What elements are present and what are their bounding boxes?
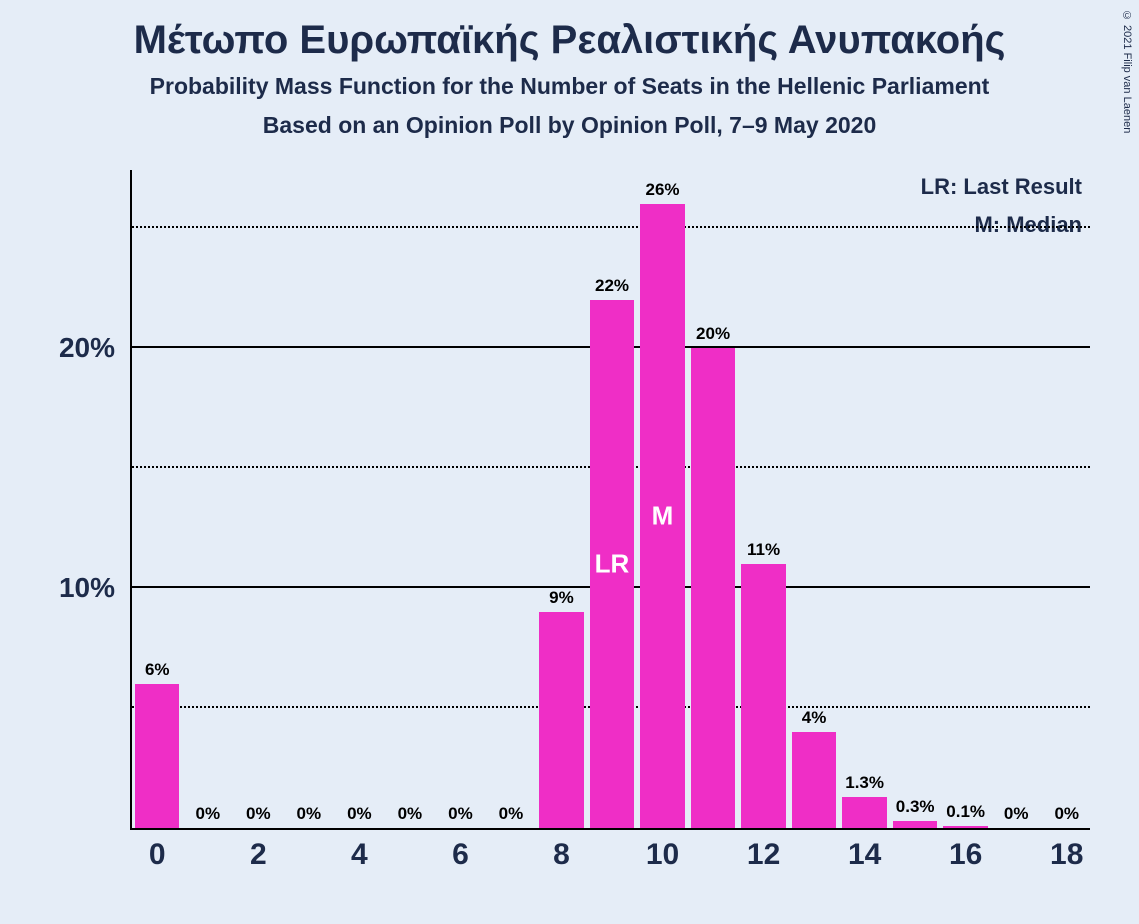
bar-value-label: 0% [246, 804, 271, 824]
chart-bar [792, 732, 836, 828]
bar-value-label: 0% [347, 804, 372, 824]
bar-value-label: 0% [195, 804, 220, 824]
x-axis-label: 18 [1050, 838, 1083, 872]
chart-titles: Μέτωπο Ευρωπαϊκής Ρεαλιστικής Ανυπακοής … [0, 0, 1139, 139]
chart-title: Μέτωπο Ευρωπαϊκής Ρεαλιστικής Ανυπακοής [0, 18, 1139, 63]
chart-bar [741, 564, 785, 828]
copyright-text: © 2021 Filip van Laenen [1121, 10, 1133, 133]
chart-subtitle-2: Based on an Opinion Poll by Opinion Poll… [0, 112, 1139, 139]
bar-value-label: 0% [1004, 804, 1029, 824]
bar-value-label: 9% [549, 588, 574, 608]
chart-bar [691, 348, 735, 828]
x-axis-label: 0 [149, 838, 166, 872]
bar-value-label: 22% [595, 276, 629, 296]
bar-inside-label: M [652, 501, 674, 532]
x-axis-label: 14 [848, 838, 881, 872]
y-axis-label: 20% [59, 332, 115, 364]
bar-value-label: 0% [499, 804, 524, 824]
x-axis-label: 4 [351, 838, 368, 872]
bar-value-label: 4% [802, 708, 827, 728]
x-axis-label: 12 [747, 838, 780, 872]
bar-value-label: 20% [696, 324, 730, 344]
chart-area: LR: Last Result M: Median 10%20%6%0%0%0%… [60, 170, 1110, 890]
x-axis-label: 2 [250, 838, 267, 872]
chart-bar [893, 821, 937, 828]
bar-value-label: 1.3% [845, 773, 884, 793]
bar-value-label: 0.1% [946, 802, 985, 822]
bar-value-label: 26% [646, 180, 680, 200]
x-axis-label: 6 [452, 838, 469, 872]
legend-lr: LR: Last Result [921, 174, 1082, 200]
bar-inside-label: LR [595, 549, 630, 580]
bar-value-label: 0% [297, 804, 322, 824]
legend-m: M: Median [921, 212, 1082, 238]
x-axis-label: 8 [553, 838, 570, 872]
chart-bar [539, 612, 583, 828]
y-axis-label: 10% [59, 572, 115, 604]
chart-legend: LR: Last Result M: Median [921, 174, 1082, 250]
bar-value-label: 0% [448, 804, 473, 824]
bar-value-label: 0% [398, 804, 423, 824]
plot-area: LR: Last Result M: Median 10%20%6%0%0%0%… [130, 170, 1090, 830]
bar-value-label: 0.3% [896, 797, 935, 817]
bar-value-label: 11% [747, 540, 780, 560]
chart-subtitle-1: Probability Mass Function for the Number… [0, 73, 1139, 100]
chart-bar [135, 684, 179, 828]
chart-bar [943, 826, 987, 828]
x-axis-label: 16 [949, 838, 982, 872]
chart-bar [842, 797, 886, 828]
grid-minor [132, 226, 1090, 228]
x-axis-label: 10 [646, 838, 679, 872]
bar-value-label: 0% [1054, 804, 1079, 824]
bar-value-label: 6% [145, 660, 170, 680]
